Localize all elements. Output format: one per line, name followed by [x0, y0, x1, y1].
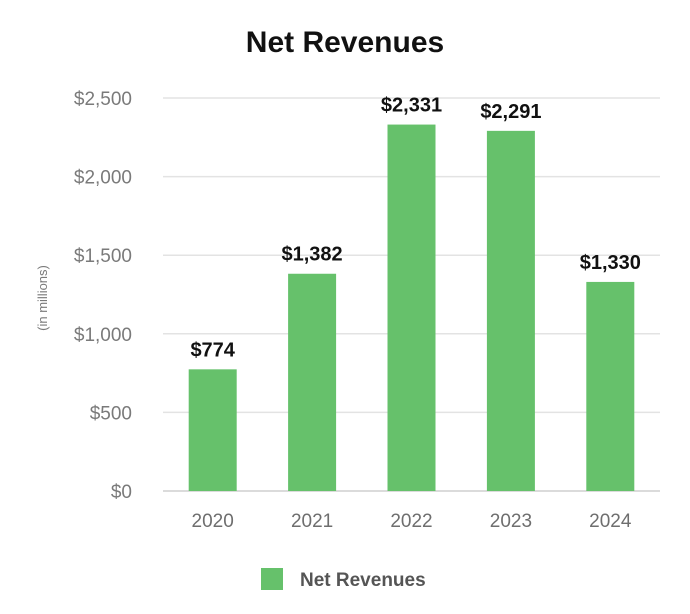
x-tick-label-2024: 2024 [589, 511, 632, 532]
bar-2022 [387, 124, 436, 491]
data-label-2021: $1,382 [282, 244, 343, 266]
legend-swatch [261, 568, 283, 590]
bar-2020 [188, 369, 237, 491]
x-tick-label-2023: 2023 [490, 511, 532, 532]
y-axis-label: (in millions) [35, 265, 50, 331]
chart-title: Net Revenues [246, 26, 444, 59]
data-labels: $774 $1,382 $2,331 $2,291 $1,330 [190, 95, 640, 362]
data-label-2024: $1,330 [580, 252, 641, 274]
x-axis-ticks: 2020 2021 2022 2023 2024 [192, 511, 632, 532]
y-tick-label: $2,500 [74, 89, 132, 110]
y-tick-label: $1,500 [74, 246, 132, 267]
data-label-2020: $774 [190, 339, 235, 361]
y-axis-ticks: $0 $500 $1,000 $1,500 $2,000 $2,500 [74, 89, 132, 503]
legend: Net Revenues [261, 568, 426, 591]
bar-2024 [586, 281, 635, 491]
y-tick-label: $500 [90, 403, 132, 424]
x-tick-label-2022: 2022 [390, 511, 432, 532]
legend-label: Net Revenues [300, 570, 426, 591]
y-tick-label: $1,000 [74, 325, 132, 346]
data-label-2023: $2,291 [480, 101, 541, 123]
x-tick-label-2021: 2021 [291, 511, 333, 532]
y-tick-label: $2,000 [74, 168, 132, 189]
bar-2023 [486, 130, 535, 491]
bars [188, 124, 635, 491]
data-label-2022: $2,331 [381, 95, 442, 117]
x-tick-label-2020: 2020 [192, 511, 234, 532]
bar-2021 [288, 273, 337, 491]
y-tick-label: $0 [111, 482, 132, 503]
